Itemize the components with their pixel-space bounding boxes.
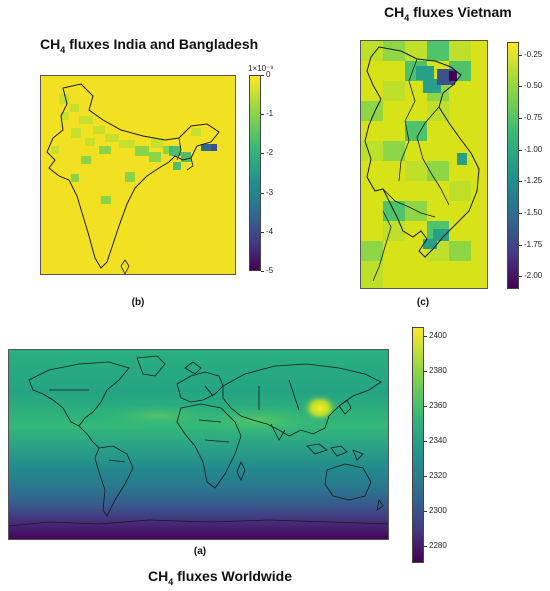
colorbar-tick-label: -5 <box>266 266 274 275</box>
colorbar-tick-label: 2320 <box>429 470 447 480</box>
colorbar-tick-mark <box>424 440 427 442</box>
vietnam-outline <box>364 46 480 258</box>
panel-a-title: CH4 fluxes Worldwide <box>148 568 293 587</box>
colorbar-tick-mark <box>261 192 264 194</box>
panel-a-heatmap <box>9 350 388 539</box>
colorbar-tick-mark <box>261 75 264 76</box>
colorbar-tick-label: -4 <box>266 226 274 236</box>
world-coastlines <box>9 355 388 527</box>
panel-c-map <box>360 40 488 289</box>
panel-c-colorbar <box>507 42 519 289</box>
colorbar-tick-mark <box>519 149 522 151</box>
colorbar-tick-mark <box>519 118 522 119</box>
colorbar-tick-mark <box>261 153 264 155</box>
colorbar-tick-mark <box>424 335 427 337</box>
colorbar-tick-mark <box>424 370 427 372</box>
colorbar-tick-label: -1.50 <box>524 208 543 217</box>
colorbar-tick-label: 2340 <box>429 435 447 445</box>
sri-lanka-outline <box>120 259 130 274</box>
panel-b-colorbar <box>249 75 261 271</box>
panel-a-colorbar <box>412 327 424 563</box>
colorbar-tick-label: -0.50 <box>524 81 543 91</box>
colorbar-tick-label: -1.00 <box>524 144 543 154</box>
colorbar-tick-label: -0.75 <box>524 113 543 122</box>
colorbar-tick-label: 2300 <box>429 505 447 515</box>
panel-c-title: CH4 fluxes Vietnam <box>384 4 512 23</box>
colorbar-tick-mark <box>424 475 427 477</box>
china-hotspot <box>302 394 338 422</box>
colorbar-tick-mark <box>519 181 522 183</box>
colorbar-tick-label: -1.25 <box>524 176 543 186</box>
colorbar-tick-mark <box>261 114 264 116</box>
colorbar-tick-label: 2380 <box>429 365 447 375</box>
colorbar-tick-mark <box>519 213 522 214</box>
colorbar-tick-mark <box>519 276 522 278</box>
colorbar-tick-label: -1 <box>266 109 274 119</box>
panel-c-caption: (c) <box>416 297 430 308</box>
colorbar-tick-mark <box>261 231 264 233</box>
panel-b-title: CH4 fluxes India and Bangladesh <box>40 36 259 55</box>
colorbar-tick-mark <box>519 86 522 88</box>
panel-b-caption: (b) <box>131 297 145 308</box>
colorbar-tick-label: 2280 <box>429 540 447 550</box>
panel-a-caption: (a) <box>193 546 207 557</box>
colorbar-tick-mark <box>519 54 522 56</box>
colorbar-tick-label: -2.00 <box>524 271 543 281</box>
colorbar-tick-label: -3 <box>266 187 274 197</box>
panel-b-heatmap <box>41 76 235 274</box>
colorbar-tick-label: 2400 <box>429 330 447 340</box>
colorbar-tick-label: -2 <box>266 148 274 158</box>
colorbar-tick-mark <box>424 405 427 407</box>
colorbar-tick-mark <box>519 244 522 246</box>
colorbar-tick-label: -0.25 <box>524 49 543 59</box>
colorbar-tick-mark <box>261 271 264 272</box>
panel-b-map <box>40 75 236 275</box>
india-outline <box>46 83 220 269</box>
colorbar-tick-label: 0 <box>266 70 271 79</box>
panel-c-heatmap <box>361 41 487 288</box>
colorbar-tick-label: -1.75 <box>524 239 543 249</box>
panel-b-colorbar-exponent: 1×10⁻⁹ <box>248 64 274 73</box>
colorbar-tick-label: 2360 <box>429 400 447 410</box>
panel-a-map <box>8 349 389 540</box>
colorbar-tick-mark <box>424 545 427 547</box>
colorbar-tick-mark <box>424 510 427 512</box>
